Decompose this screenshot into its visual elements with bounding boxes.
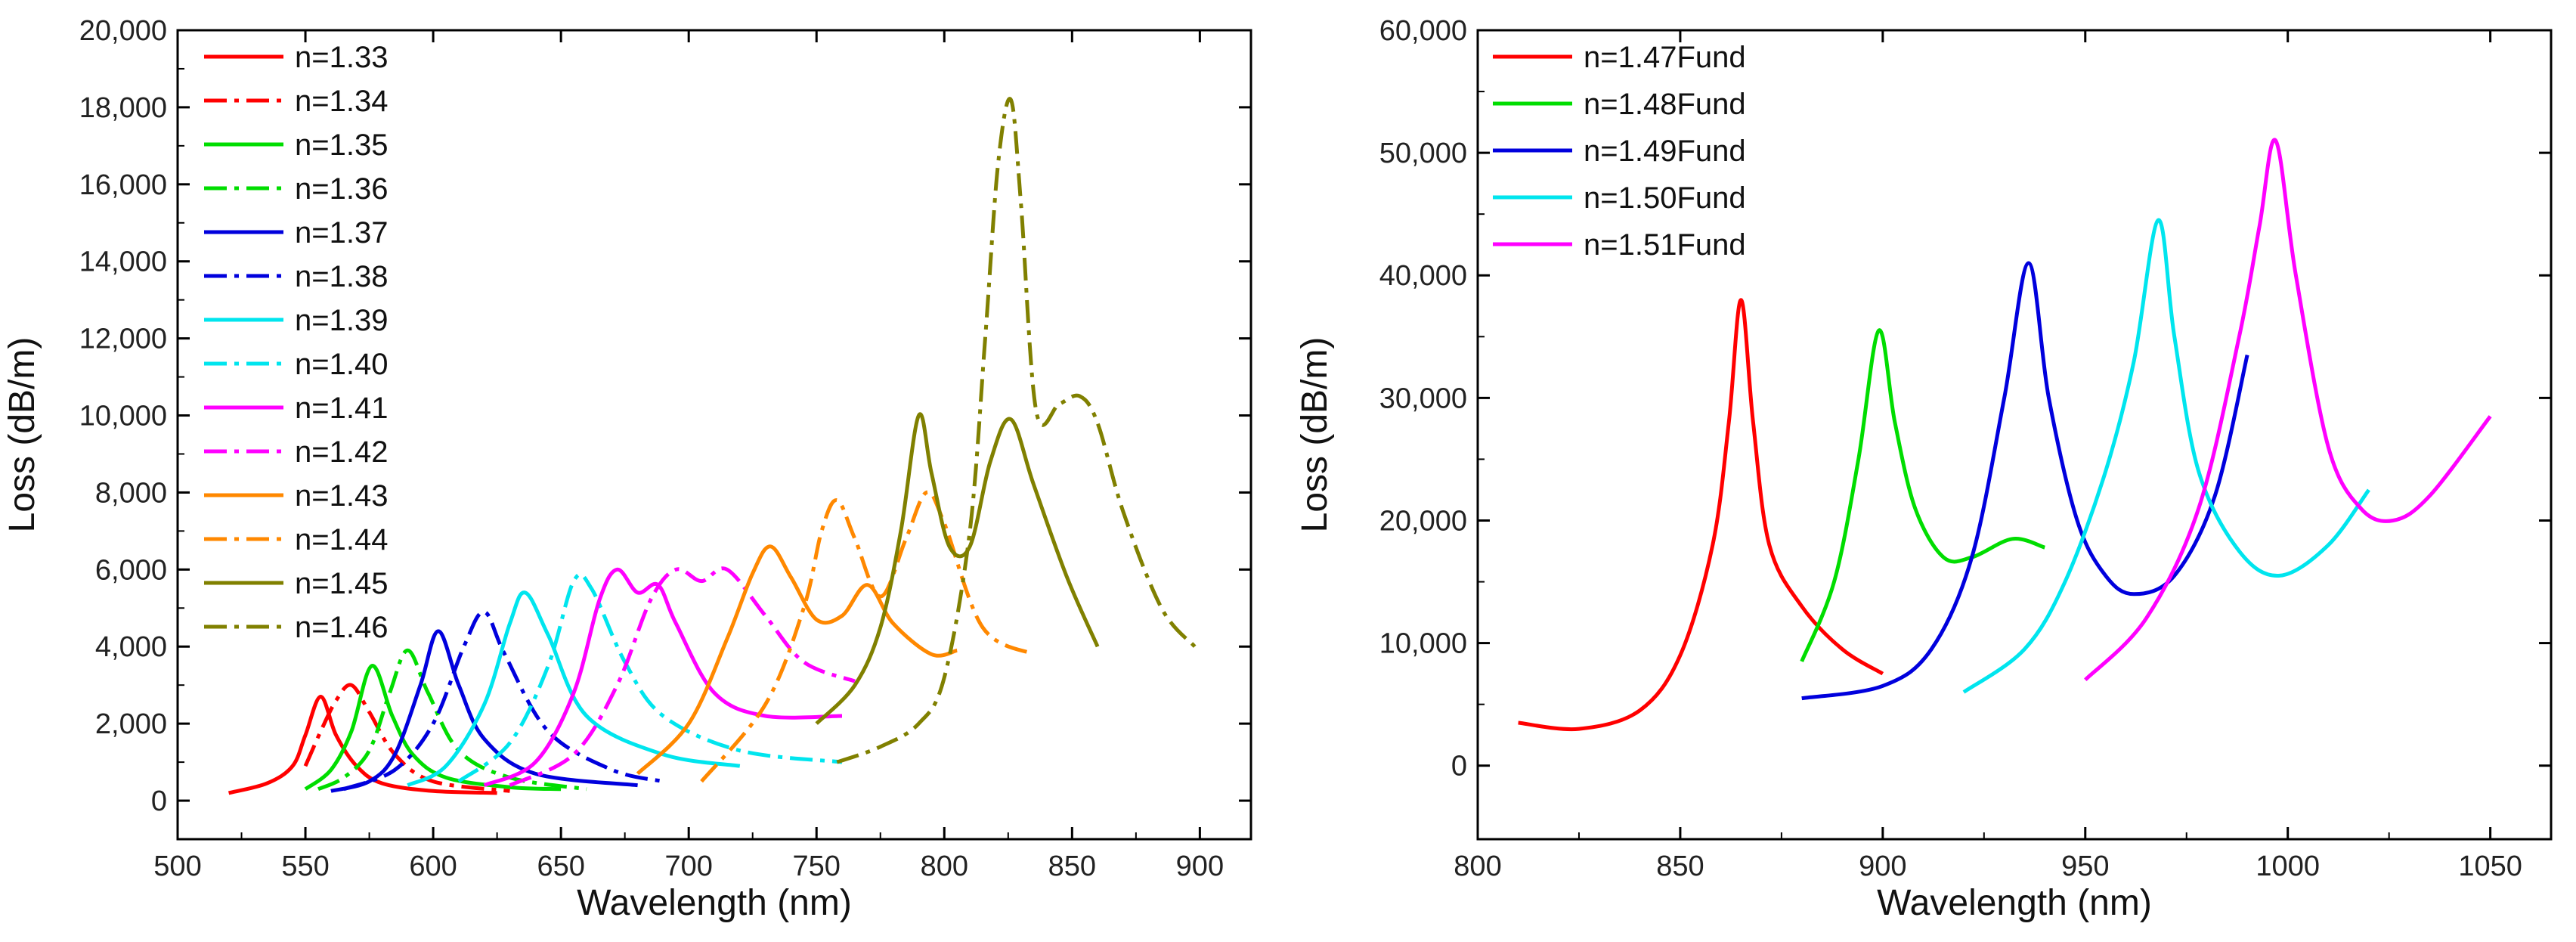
y-tick-label: 4,000	[95, 631, 167, 663]
legend: n=1.33 n=1.34 n=1.35 n=1.36 n=1.37 n=1.38 n=1.…	[204, 41, 388, 644]
y-tick-label: 16,000	[79, 169, 167, 201]
y-tick-label: 18,000	[79, 92, 167, 124]
series-line-n=1.44	[700, 490, 1035, 783]
series-group	[228, 97, 1197, 795]
legend-label: n=1.39	[295, 304, 388, 337]
x-axis-title: Wavelength (nm)	[577, 883, 852, 923]
y-tick-label: 20,000	[1379, 505, 1467, 537]
y-tick-label: 40,000	[1379, 260, 1467, 292]
y-axis-title: Loss (dB/m)	[1295, 337, 1335, 533]
legend-label: n=1.33	[295, 41, 388, 74]
series-line-n=1.45	[815, 412, 1100, 725]
y-tick-label: 12,000	[79, 324, 167, 355]
x-tick-label: 500	[153, 851, 201, 882]
y-tick-label: 60,000	[1379, 15, 1467, 47]
x-tick-label: 850	[1656, 851, 1704, 882]
left-chart: 500 550 600 650 700 750 800 850 900 0 2,000 4,000 6,…	[2, 15, 1252, 923]
y-axis-title: Loss (dB/m)	[2, 337, 42, 533]
series-line-n=1.33	[228, 695, 497, 795]
x-tick-label: 1050	[2458, 851, 2522, 882]
series-line-n=1.49Fund	[1801, 261, 2249, 701]
legend-label: n=1.51Fund	[1584, 228, 1746, 262]
legend-label: n=1.48Fund	[1584, 88, 1746, 121]
series-line-n=1.35	[304, 664, 562, 792]
series-line-n=1.46	[836, 97, 1197, 764]
x-tick-label: 850	[1048, 851, 1096, 882]
series-line-n=1.51Fund	[2084, 138, 2492, 681]
y-tick-label: 8,000	[95, 477, 167, 509]
legend-label: n=1.38	[295, 260, 388, 293]
x-tick-label: 900	[1859, 851, 1906, 882]
y-tick-label: 14,000	[79, 246, 167, 278]
series-line-n=1.40	[457, 572, 843, 783]
x-tick-label: 1000	[2256, 851, 2320, 882]
y-tick-label: 20,000	[79, 15, 167, 47]
series-line-n=1.43	[636, 544, 958, 776]
legend-label: n=1.44	[295, 523, 388, 556]
series-line-n=1.39	[407, 590, 741, 788]
x-axis-title: Wavelength (nm)	[1877, 883, 2152, 923]
x-tick-label: 750	[793, 851, 841, 882]
series-line-n=1.38	[342, 609, 664, 792]
series-line-n=1.36	[317, 648, 587, 792]
series-line-n=1.41	[483, 567, 843, 788]
x-tick-label: 650	[537, 851, 584, 882]
legend-label: n=1.47Fund	[1584, 41, 1746, 74]
right-chart: 800 850 900 950 1000 1050 0 10,000 20,000 30,000 4…	[1295, 15, 2553, 923]
legend-label: n=1.36	[295, 172, 388, 206]
x-tick-label: 800	[1454, 851, 1501, 882]
legend-label: n=1.37	[295, 216, 388, 249]
y-tick-label: 0	[151, 786, 167, 817]
y-tick-label: 50,000	[1379, 138, 1467, 169]
legend-label: n=1.49Fund	[1584, 135, 1746, 168]
y-tick-label: 2,000	[95, 708, 167, 740]
series-line-n=1.47Fund	[1518, 298, 1884, 732]
plot-frame	[1476, 29, 2553, 841]
legend-label: n=1.41	[295, 392, 388, 425]
y-tick-label: 0	[1451, 751, 1467, 782]
x-tick-label: 800	[921, 851, 968, 882]
series-line-n=1.50Fund	[1962, 218, 2370, 694]
legend-label: n=1.45	[295, 567, 388, 600]
legend-label: n=1.35	[295, 129, 388, 162]
series-line-n=1.34	[303, 683, 510, 793]
legend-label: n=1.34	[295, 85, 388, 118]
x-tick-label: 950	[2061, 851, 2109, 882]
y-tick-label: 10,000	[1379, 628, 1467, 660]
legend-label: n=1.46	[295, 611, 388, 644]
legend-label: n=1.42	[295, 435, 388, 469]
series-line-n=1.37	[330, 629, 638, 793]
x-tick-label: 700	[664, 851, 712, 882]
legend-label: n=1.50Fund	[1584, 181, 1746, 215]
y-tick-label: 30,000	[1379, 383, 1467, 414]
x-tick-label: 550	[281, 851, 329, 882]
series-group	[1518, 138, 2492, 732]
x-tick-label: 900	[1176, 851, 1224, 882]
plot-frame	[176, 29, 1252, 841]
legend-label: n=1.40	[295, 348, 388, 381]
x-tick-label: 600	[409, 851, 457, 882]
legend: n=1.47Fund n=1.48Fund n=1.49Fund n=1.50Fund…	[1493, 41, 1746, 262]
series-line-n=1.42	[509, 566, 856, 787]
y-tick-label: 6,000	[95, 554, 167, 586]
y-tick-label: 10,000	[79, 401, 167, 432]
legend-label: n=1.43	[295, 479, 388, 513]
